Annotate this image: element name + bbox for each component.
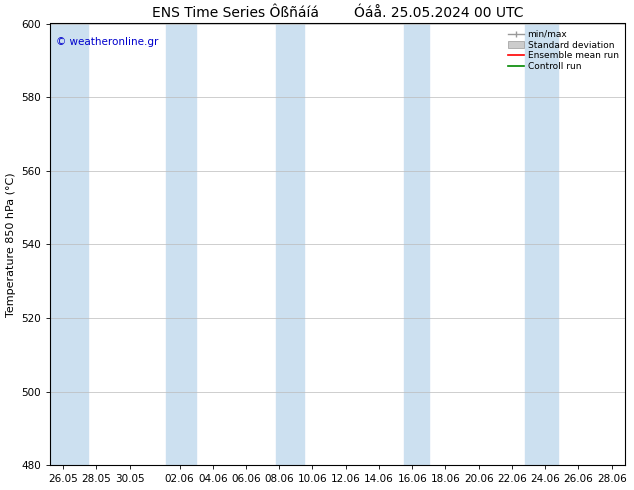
Bar bbox=[166, 24, 196, 465]
Bar bbox=[50, 24, 88, 465]
Title: ENS Time Series Ôßñáíá        Óáå. 25.05.2024 00 UTC: ENS Time Series Ôßñáíá Óáå. 25.05.2024 0… bbox=[152, 5, 523, 20]
Text: © weatheronline.gr: © weatheronline.gr bbox=[56, 37, 158, 47]
Bar bbox=[525, 24, 559, 465]
Legend: min/max, Standard deviation, Ensemble mean run, Controll run: min/max, Standard deviation, Ensemble me… bbox=[506, 28, 621, 73]
Bar bbox=[276, 24, 304, 465]
Y-axis label: Temperature 850 hPa (°C): Temperature 850 hPa (°C) bbox=[6, 172, 16, 317]
Bar bbox=[404, 24, 429, 465]
